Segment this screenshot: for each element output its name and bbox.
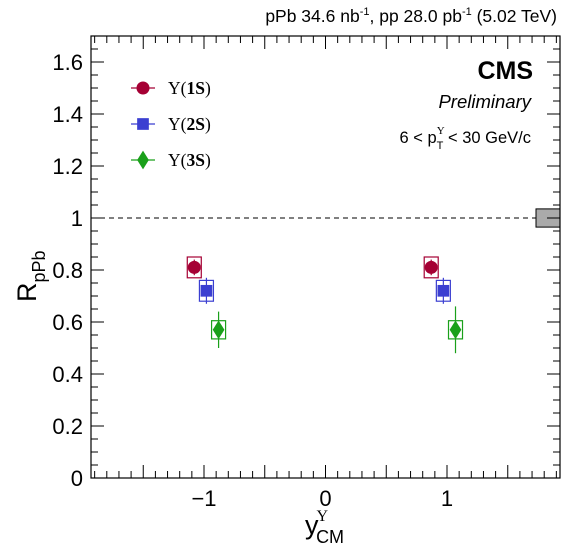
x-axis-title-main: y [305,510,319,540]
legend-label-state: 2S [186,114,204,134]
y-tick-label: 1.6 [52,50,83,75]
x-axis-title-sup: Υ [317,508,329,525]
pt-cut-label: 6 < pΥ T < 30 GeV/c [400,125,531,152]
series-3S [210,306,464,354]
x-tick-label: 0 [319,486,331,511]
legend-label-close: ) [205,78,211,98]
legend-label: Υ(3S) [168,150,211,170]
y-axis-title: RpPb [12,250,49,302]
legend-marker [136,81,150,95]
legend-label-upsilon: Υ( [168,114,187,134]
x-axis-title-sub: CM [316,527,344,547]
header-sup: -1 [462,6,472,18]
legend: Υ(1S)Υ(2S)Υ(3S) [131,78,211,170]
axis-ticks: 0 0.2 0.4 0.6 0.8 1 1.2 1.4 1.6 −1 0 1 [52,35,560,511]
legend-label: Υ(1S) [168,78,211,98]
y-tick-label: 0 [71,466,83,491]
data-point [212,320,225,340]
legend-marker [137,150,149,170]
legend-marker [137,118,149,130]
header-part: , pp 28.0 pb [369,6,461,26]
legend-label-state: 1S [186,78,204,98]
pt-cut-pre: 6 < p [400,129,437,147]
data-point [187,260,201,274]
x-axis-title: yΥ CM [305,508,344,547]
series-2S [198,277,451,304]
legend-label-state: 3S [186,150,204,170]
data-point [424,260,438,274]
y-tick-label: 1 [71,206,83,231]
syst-box [423,256,439,279]
data-layer [186,256,464,354]
legend-label-close: ) [205,150,211,170]
y-tick-label: 0.2 [52,414,83,439]
x-tick-label: −1 [191,486,216,511]
pt-cut-sup: Υ [437,125,445,137]
y-tick-label: 0.4 [52,362,83,387]
x-tick-label: 1 [441,486,453,511]
pt-cut-post: < 30 GeV/c [443,129,531,147]
legend-label-close: ) [205,114,211,134]
y-tick-label: 0.6 [52,310,83,335]
legend-label: Υ(2S) [168,114,211,134]
y-tick-label: 1.4 [52,102,83,127]
y-tick-label: 0.8 [52,258,83,283]
series-1S [186,256,439,279]
data-point [200,284,213,297]
luminosity-header: pPb 34.6 nb-1​, pp 28.0 pb-1​ (5.02 TeV) [265,6,557,26]
data-point [449,320,462,340]
y-axis-title-main: R [12,283,42,303]
plot-decorations [91,208,561,228]
syst-box [186,256,202,279]
header-part: pPb 34.6 nb [265,6,359,26]
legend-label-upsilon: Υ( [168,78,187,98]
data-point [437,284,450,297]
pt-cut-sub: T [437,140,444,152]
y-tick-label: 1.2 [52,154,83,179]
cms-label: CMS [477,57,533,85]
header-sup: -1 [360,6,370,18]
preliminary-label: Preliminary [438,91,532,112]
header-part: (5.02 TeV) [472,6,557,26]
legend-label-upsilon: Υ( [168,150,187,170]
y-axis-title-sub: pPb [29,250,49,282]
